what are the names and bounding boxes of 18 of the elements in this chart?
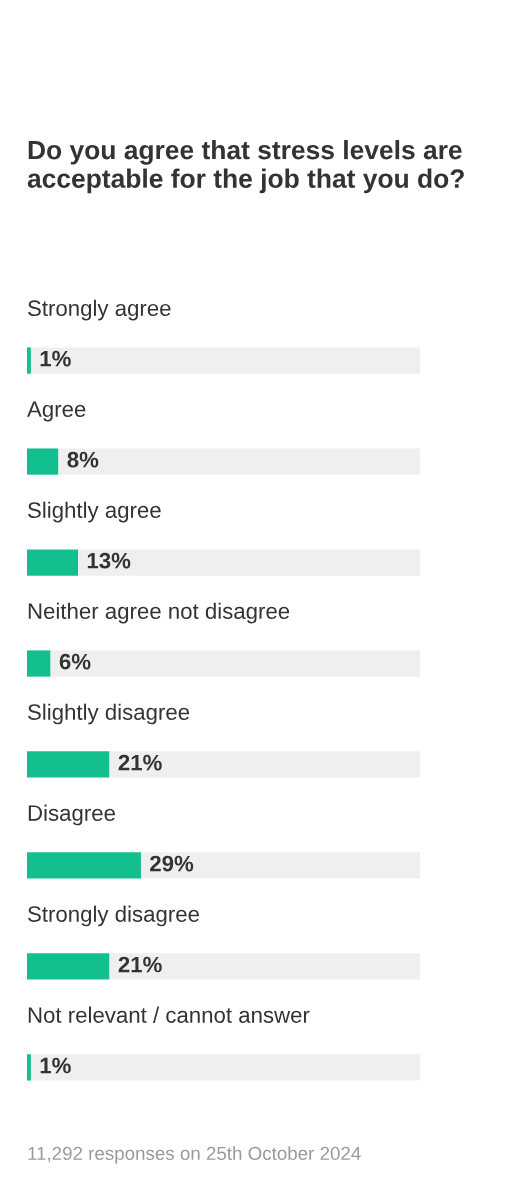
data-label: 13%	[87, 552, 131, 569]
data-label: 1%	[40, 350, 71, 367]
data-label: 8%	[67, 451, 99, 468]
data-label: 1%	[40, 1057, 71, 1074]
data-label: 29%	[150, 855, 194, 872]
chart-title: Do you agree that stress levels are acceptable for the job that you do?	[27, 140, 464, 194]
y-tick-label: Neither agree not disagree	[28, 602, 290, 624]
y-tick-label: Agree	[27, 401, 86, 422]
y-tick-label: Slightly agree	[28, 501, 161, 523]
text: 11,292 responses on 25th October 2024	[28, 1146, 361, 1164]
data-label: 21%	[118, 956, 162, 973]
y-tick-label: Slightly disagree	[28, 703, 190, 725]
data-label: 6%	[59, 653, 91, 670]
data-label: 21%	[118, 754, 162, 771]
y-tick-label: Strongly disagree	[28, 905, 199, 927]
y-tick-label: Disagree	[28, 804, 115, 826]
y-tick-label: Not relevant / cannot answer	[28, 1006, 310, 1023]
y-tick-label: Strongly agree	[28, 299, 171, 321]
